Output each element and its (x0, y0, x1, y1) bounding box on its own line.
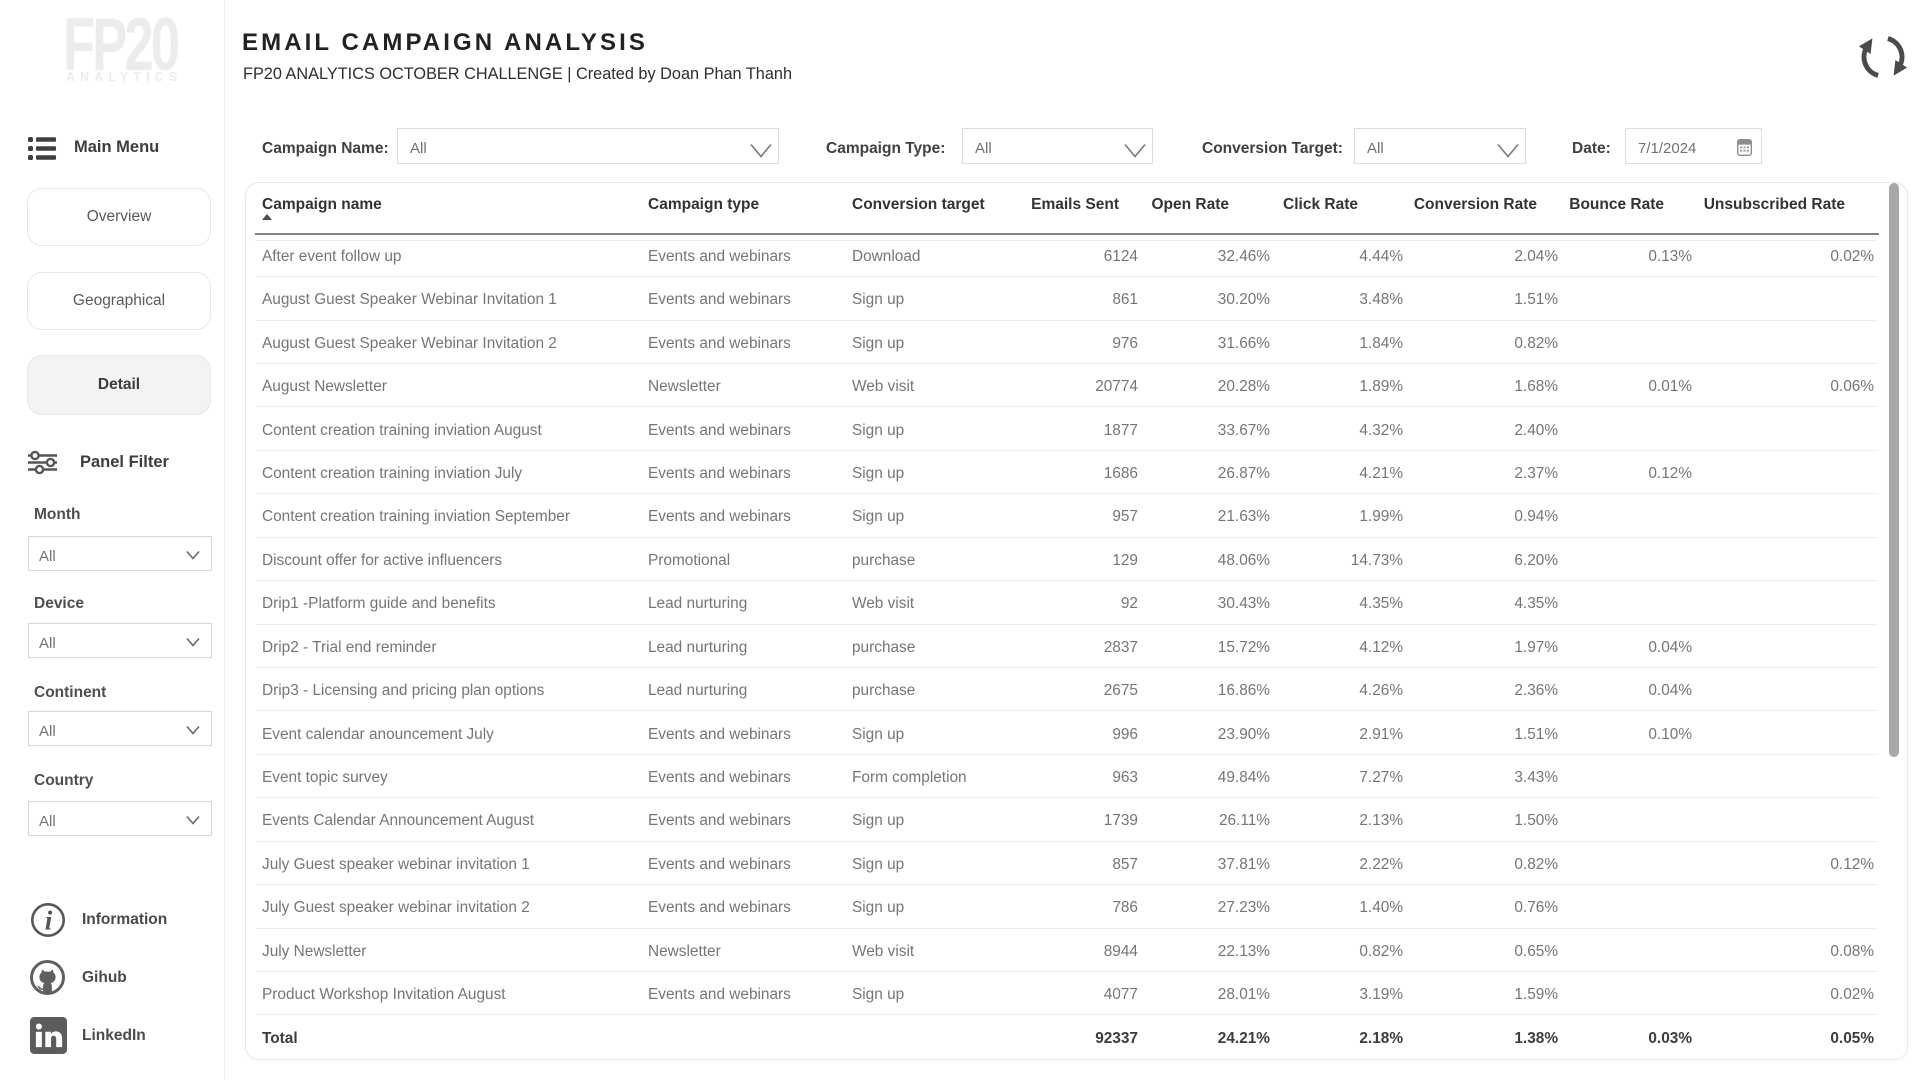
svg-text:i: i (45, 906, 53, 936)
